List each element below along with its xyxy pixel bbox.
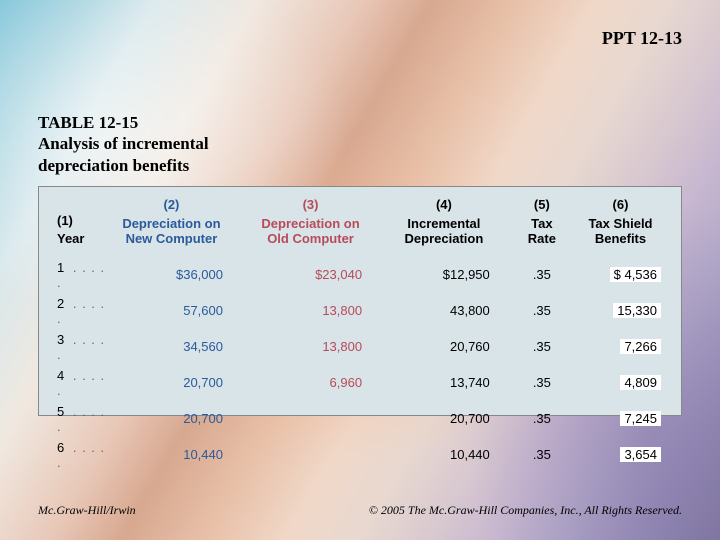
cell-new: 57,600 (114, 293, 253, 329)
table-body: 1 . . . . .$36,000$23,040$12,950.35$ 4,5… (39, 257, 681, 473)
cell-incr: 13,740 (392, 365, 510, 401)
col-header-old: (3) Depreciation on Old Computer (253, 187, 392, 257)
cell-new: 20,700 (114, 365, 253, 401)
colnum-4: (4) (398, 197, 490, 213)
table-row: 1 . . . . .$36,000$23,040$12,950.35$ 4,5… (39, 257, 681, 293)
cell-old: 13,800 (253, 293, 392, 329)
collabel-3: Depreciation on Old Computer (261, 216, 359, 247)
collabel-1: Year (57, 231, 84, 246)
caption-title: TABLE 12-15 (38, 113, 138, 132)
cell-benefit: 4,809 (574, 365, 681, 401)
collabel-4: Incremental Depreciation (405, 216, 484, 247)
cell-old: 6,960 (253, 365, 392, 401)
col-header-year: (1) Year (39, 187, 114, 257)
cell-incr: 20,700 (392, 401, 510, 437)
cell-benefit: 7,245 (574, 401, 681, 437)
col-header-rate: (5) Tax Rate (510, 187, 574, 257)
collabel-2: Depreciation on New Computer (122, 216, 220, 247)
cell-rate: .35 (510, 401, 574, 437)
cell-new: $36,000 (114, 257, 253, 293)
table-panel: (1) Year (2) Depreciation on New Compute… (38, 186, 682, 416)
table-row: 4 . . . . .20,7006,96013,740.354,809 (39, 365, 681, 401)
cell-year: 6 . . . . . (39, 437, 114, 473)
cell-year: 4 . . . . . (39, 365, 114, 401)
collabel-6: Tax Shield Benefits (588, 216, 652, 247)
cell-benefit: $ 4,536 (574, 257, 681, 293)
cell-rate: .35 (510, 437, 574, 473)
cell-incr: 10,440 (392, 437, 510, 473)
cell-new: 20,700 (114, 401, 253, 437)
table-header-row: (1) Year (2) Depreciation on New Compute… (39, 187, 681, 257)
col-header-benefit: (6) Tax Shield Benefits (574, 187, 681, 257)
cell-new: 34,560 (114, 329, 253, 365)
col-header-new: (2) Depreciation on New Computer (114, 187, 253, 257)
cell-rate: .35 (510, 365, 574, 401)
slide-number: PPT 12-13 (602, 28, 682, 49)
cell-old (253, 401, 392, 437)
cell-year: 1 . . . . . (39, 257, 114, 293)
cell-benefit: 7,266 (574, 329, 681, 365)
depreciation-table: (1) Year (2) Depreciation on New Compute… (39, 187, 681, 473)
cell-old: $23,040 (253, 257, 392, 293)
colnum-6: (6) (580, 197, 661, 213)
cell-year: 2 . . . . . (39, 293, 114, 329)
cell-year: 3 . . . . . (39, 329, 114, 365)
caption-subtitle: Analysis of incremental depreciation ben… (38, 134, 209, 174)
cell-year: 5 . . . . . (39, 401, 114, 437)
cell-old (253, 437, 392, 473)
cell-old: 13,800 (253, 329, 392, 365)
table-caption: TABLE 12-15 Analysis of incremental depr… (38, 112, 268, 176)
cell-rate: .35 (510, 257, 574, 293)
cell-rate: .35 (510, 293, 574, 329)
colnum-5: (5) (516, 197, 568, 213)
colnum-2: (2) (120, 197, 223, 213)
cell-incr: 43,800 (392, 293, 510, 329)
table-row: 5 . . . . .20,70020,700.357,245 (39, 401, 681, 437)
cell-new: 10,440 (114, 437, 253, 473)
colnum-1: (1) (57, 213, 108, 229)
cell-incr: 20,760 (392, 329, 510, 365)
col-header-incr: (4) Incremental Depreciation (392, 187, 510, 257)
colnum-3: (3) (259, 197, 362, 213)
footer-right: © 2005 The Mc.Graw-Hill Companies, Inc.,… (369, 503, 682, 518)
cell-benefit: 15,330 (574, 293, 681, 329)
table-row: 2 . . . . .57,60013,80043,800.3515,330 (39, 293, 681, 329)
cell-benefit: 3,654 (574, 437, 681, 473)
footer-left: Mc.Graw-Hill/Irwin (38, 503, 136, 518)
table-row: 3 . . . . .34,56013,80020,760.357,266 (39, 329, 681, 365)
collabel-5: Tax Rate (528, 216, 556, 247)
cell-rate: .35 (510, 329, 574, 365)
cell-incr: $12,950 (392, 257, 510, 293)
table-row: 6 . . . . .10,44010,440.353,654 (39, 437, 681, 473)
